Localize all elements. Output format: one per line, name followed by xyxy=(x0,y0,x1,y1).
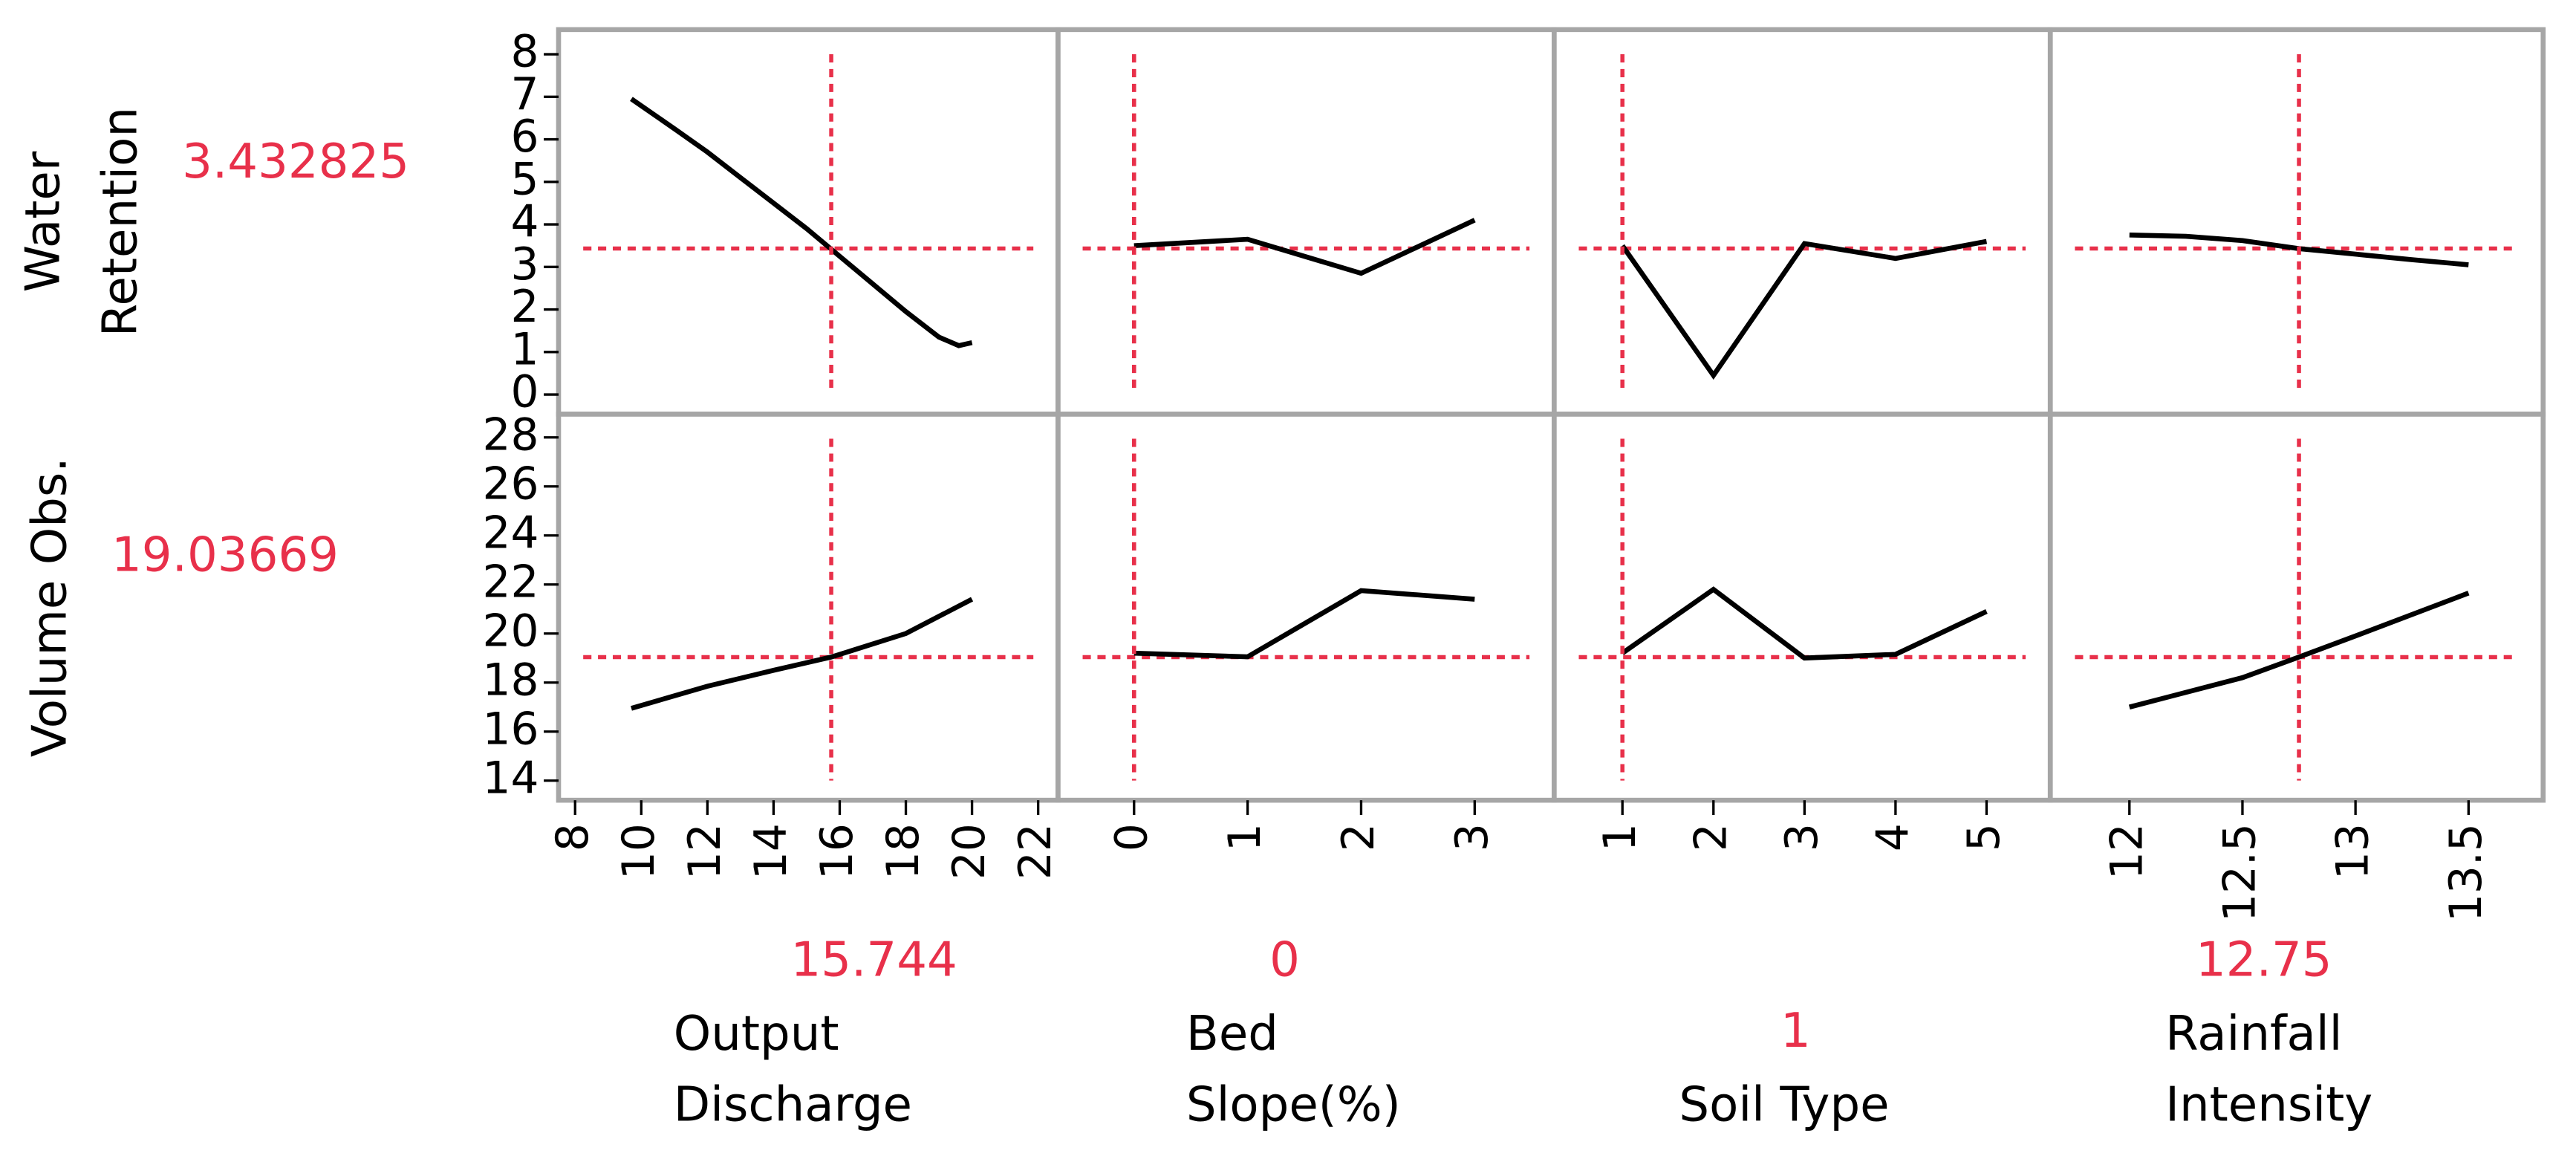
response-name: Water xyxy=(16,151,71,292)
y-tick-label: 26 xyxy=(482,458,539,510)
y-tick-label: 1 xyxy=(510,324,539,375)
factor-current: 1 xyxy=(1780,1003,1811,1059)
factor-name: Soil Type xyxy=(1679,1077,1889,1132)
y-tick-label: 24 xyxy=(482,507,539,559)
response-name: Retention xyxy=(92,107,148,337)
factor-current: 15.744 xyxy=(790,932,957,988)
response-curve xyxy=(1133,218,1476,276)
panel xyxy=(556,27,1061,417)
y-tick-label: 28 xyxy=(482,409,539,461)
factor-name: Slope(%) xyxy=(1186,1077,1401,1132)
response-curve xyxy=(2128,591,2470,709)
factor-current: 12.75 xyxy=(2196,932,2332,988)
y-tick-label: 7 xyxy=(510,69,539,120)
x-tick-label: 12 xyxy=(680,823,731,880)
panel xyxy=(2047,27,2546,417)
x-tick-label: 5 xyxy=(1959,823,2010,851)
x-tick-label: 8 xyxy=(547,823,599,851)
x-tick-label: 13 xyxy=(2328,823,2379,880)
factor-name: Output xyxy=(674,1006,839,1062)
x-tick-label: 22 xyxy=(1010,823,1061,880)
panel xyxy=(1551,412,2053,803)
y-tick-label: 3 xyxy=(510,239,539,290)
y-tick-label: 16 xyxy=(482,704,539,755)
factor-name: Intensity xyxy=(2165,1077,2372,1132)
x-tick-label: 1 xyxy=(1595,823,1646,851)
y-tick-label: 5 xyxy=(510,154,539,205)
x-tick-label: 14 xyxy=(746,823,797,880)
panel xyxy=(1551,27,2053,417)
factor-name: Bed xyxy=(1186,1006,1278,1062)
y-tick-label: 6 xyxy=(510,111,539,163)
x-tick-label: 18 xyxy=(878,823,929,880)
response-curve xyxy=(1621,586,1988,661)
x-tick-label: 3 xyxy=(1447,823,1498,851)
response-name: Volume Obs. xyxy=(22,457,77,757)
factor-current: 0 xyxy=(1269,932,1300,988)
x-tick-label: 1 xyxy=(1220,823,1271,851)
response-current: 3.432825 xyxy=(182,134,409,189)
panel xyxy=(556,412,1061,803)
y-tick-label: 20 xyxy=(482,605,539,657)
response-curve xyxy=(1133,588,1475,660)
x-tick-label: 12.5 xyxy=(2215,823,2266,922)
y-tick-label: 14 xyxy=(482,753,539,804)
x-tick-label: 2 xyxy=(1685,823,1737,851)
x-tick-label: 10 xyxy=(614,823,665,880)
x-tick-label: 20 xyxy=(944,823,995,880)
response-curve xyxy=(631,597,974,711)
x-tick-label: 16 xyxy=(812,823,863,880)
y-tick-label: 0 xyxy=(510,367,539,418)
y-tick-label: 18 xyxy=(482,655,539,706)
response-current: 19.03669 xyxy=(111,527,339,582)
x-tick-label: 4 xyxy=(1867,823,1919,851)
y-tick-label: 2 xyxy=(510,282,539,333)
factor-name: Rainfall xyxy=(2165,1006,2342,1062)
response-curve xyxy=(630,97,973,348)
x-tick-label: 2 xyxy=(1333,823,1385,851)
x-tick-label: 0 xyxy=(1106,823,1157,851)
panel xyxy=(2047,412,2546,803)
y-tick-label: 8 xyxy=(510,27,539,78)
factor-name: Discharge xyxy=(674,1077,912,1132)
y-tick-label: 22 xyxy=(482,556,539,608)
x-tick-label: 13.5 xyxy=(2441,823,2492,922)
x-tick-label: 12 xyxy=(2101,823,2153,880)
response-curve xyxy=(1620,238,1988,380)
y-tick-label: 4 xyxy=(510,197,539,248)
x-tick-label: 3 xyxy=(1777,823,1828,851)
